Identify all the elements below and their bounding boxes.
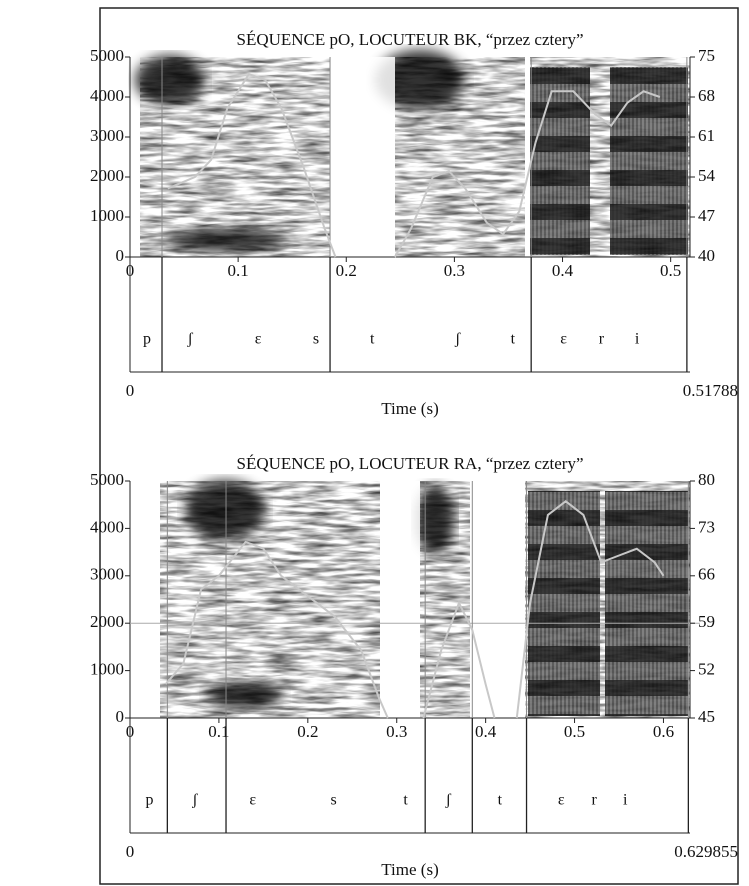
intensity-curve [164, 500, 665, 719]
y-tick-label: 4000 [90, 517, 124, 536]
segment-label: ε [249, 792, 256, 809]
x-tick-label: 0.5 [660, 261, 681, 280]
x-tick-label: 0.1 [228, 261, 249, 280]
segment-label: ε [560, 331, 567, 348]
x-tick-label: 0.4 [475, 722, 497, 741]
y2-tick-label: 47 [698, 206, 716, 225]
y-tick-label: 2000 [90, 612, 124, 631]
time-start: 0 [126, 381, 135, 400]
segment-label: p [143, 331, 151, 348]
harmonics [605, 491, 688, 716]
energy-blob [135, 55, 205, 105]
x-tick-label: 0.3 [386, 722, 407, 741]
time-end: 0.51788 [683, 381, 738, 400]
y2-tick-label: 40 [698, 246, 715, 265]
segment-label: ʃ [445, 792, 452, 809]
time-end: 0.629855 [674, 842, 738, 861]
segment-label: t [370, 331, 375, 348]
x-tick-label: 0.5 [564, 722, 585, 741]
segment-label: ε [558, 792, 565, 809]
segment-label: r [599, 331, 605, 348]
segment-label: ʃ [454, 331, 461, 348]
x-tick-label: 0.2 [297, 722, 318, 741]
energy-blob [375, 50, 465, 110]
segment-label: ε [255, 331, 262, 348]
y2-tick-label: 52 [698, 660, 715, 679]
x-axis-label: Time (s) [381, 860, 438, 879]
y2-tick-label: 80 [698, 470, 715, 489]
intensity-curve [167, 72, 661, 258]
segment-label: t [498, 792, 503, 809]
y-tick-label: 0 [116, 246, 125, 265]
segment-label: p [146, 792, 154, 809]
y2-tick-label: 68 [698, 86, 715, 105]
y-tick-label: 5000 [90, 46, 124, 65]
silence [385, 481, 420, 718]
energy-blob [207, 681, 283, 709]
y-tick-label: 2000 [90, 166, 124, 185]
y-tick-label: 3000 [90, 126, 124, 145]
energy-blob [415, 485, 455, 555]
x-tick-label: 0 [126, 722, 135, 741]
x-tick-label: 0.3 [444, 261, 465, 280]
segment-label: s [330, 792, 336, 809]
harmonics [528, 491, 600, 716]
silence [335, 57, 395, 257]
y-tick-label: 3000 [90, 565, 124, 584]
y2-tick-label: 75 [698, 46, 715, 65]
y2-tick-label: 59 [698, 612, 715, 631]
segment-label: ʃ [186, 331, 193, 348]
harmonics [530, 67, 590, 255]
x-tick-label: 0.6 [653, 722, 674, 741]
y2-tick-label: 45 [698, 707, 715, 726]
y2-tick-label: 61 [698, 126, 715, 145]
y-tick-label: 1000 [90, 206, 124, 225]
segment-label: ʃ [191, 792, 198, 809]
y2-tick-label: 66 [698, 565, 715, 584]
segment-label: r [591, 792, 597, 809]
silence [470, 481, 515, 718]
y2-tick-label: 73 [698, 517, 715, 536]
harmonics [610, 67, 688, 255]
segment-label: i [635, 331, 640, 348]
y-tick-label: 0 [116, 707, 125, 726]
chart-title: SÉQUENCE pO, LOCUTEUR BK, “przez cztery” [237, 30, 584, 49]
y-tick-label: 1000 [90, 660, 124, 679]
x-tick-label: 0.2 [336, 261, 357, 280]
x-tick-label: 0.1 [208, 722, 229, 741]
energy-blob [165, 228, 285, 252]
segment-label: t [511, 331, 516, 348]
chart-title: SÉQUENCE pO, LOCUTEUR RA, “przez cztery” [237, 454, 584, 473]
y2-tick-label: 54 [698, 166, 716, 185]
frame [99, 7, 739, 885]
segment-label: t [403, 792, 408, 809]
x-tick-label: 0 [126, 261, 135, 280]
spectrogram-texture [160, 480, 690, 718]
y-tick-label: 4000 [90, 86, 124, 105]
y-tick-label: 5000 [90, 470, 124, 489]
energy-blob [185, 480, 265, 540]
time-start: 0 [126, 842, 135, 861]
segment-label: s [313, 331, 319, 348]
x-tick-label: 0.4 [552, 261, 574, 280]
x-axis-label: Time (s) [381, 399, 438, 418]
segment-label: i [623, 792, 628, 809]
